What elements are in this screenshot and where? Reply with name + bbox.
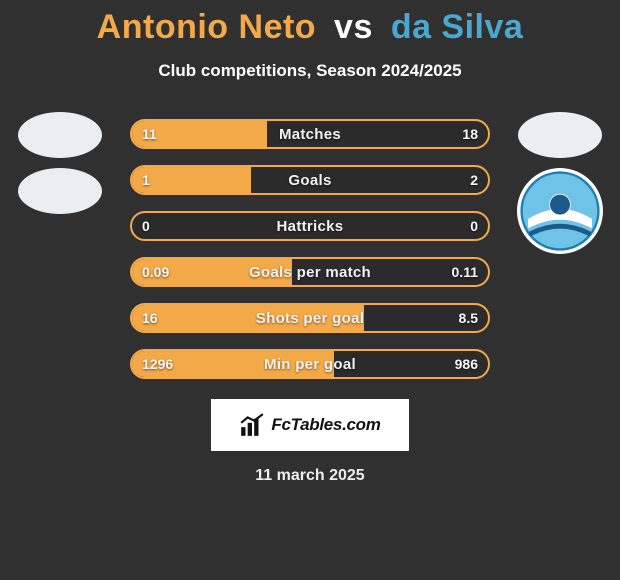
right-avatar-column: [510, 112, 610, 254]
stat-bar-left-fill: [132, 121, 267, 147]
stat-bar-track: [130, 349, 490, 379]
stat-bar-left-fill: [132, 167, 251, 193]
player2-avatar-placeholder: [518, 112, 602, 158]
stat-bar-track: [130, 165, 490, 195]
title-vs: vs: [326, 8, 381, 46]
brand-badge: FcTables.com: [211, 399, 409, 451]
stat-row: Goals12: [130, 165, 490, 195]
brand-chart-icon: [239, 412, 265, 438]
comparison-card: Antonio Neto vs da Silva Club competitio…: [0, 0, 620, 485]
stat-bar-track: [130, 211, 490, 241]
stat-row: Min per goal1296986: [130, 349, 490, 379]
player2-name: da Silva: [391, 8, 524, 46]
page-title: Antonio Neto vs da Silva: [0, 8, 620, 47]
left-avatar-column: [10, 112, 110, 224]
stat-row: Hattricks00: [130, 211, 490, 241]
player1-club-placeholder: [18, 168, 102, 214]
player1-avatar-placeholder: [18, 112, 102, 158]
club-badge-icon: [520, 171, 600, 251]
subtitle: Club competitions, Season 2024/2025: [0, 61, 620, 81]
stat-row: Shots per goal168.5: [130, 303, 490, 333]
stat-bar-left-fill: [132, 351, 334, 377]
player1-name: Antonio Neto: [97, 8, 316, 46]
player2-club-badge: [517, 168, 603, 254]
stat-bar-left-fill: [132, 259, 292, 285]
stat-bar-track: [130, 257, 490, 287]
stat-bars: Matches1118 Goals12 Hattricks00 Goals per m…: [130, 119, 490, 379]
stat-row: Goals per match0.090.11: [130, 257, 490, 287]
stat-row: Matches1118: [130, 119, 490, 149]
brand-text: FcTables.com: [271, 415, 380, 435]
stat-bar-track: [130, 303, 490, 333]
date-text: 11 march 2025: [0, 467, 620, 485]
stat-bar-left-fill: [132, 305, 364, 331]
stat-bar-track: [130, 119, 490, 149]
